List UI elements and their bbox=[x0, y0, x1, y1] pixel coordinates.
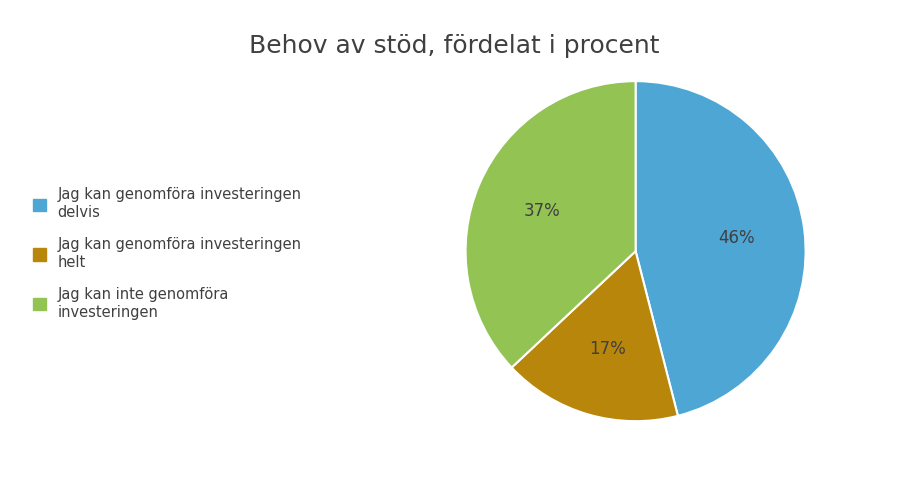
Text: 17%: 17% bbox=[588, 340, 626, 358]
Wedge shape bbox=[512, 251, 678, 421]
Legend: Jag kan genomföra investeringen
delvis, Jag kan genomföra investeringen
helt, Ja: Jag kan genomföra investeringen delvis, … bbox=[25, 180, 309, 327]
Text: 46%: 46% bbox=[718, 229, 755, 247]
Text: Behov av stöd, fördelat i procent: Behov av stöd, fördelat i procent bbox=[249, 34, 659, 58]
Wedge shape bbox=[636, 81, 805, 416]
Wedge shape bbox=[466, 81, 636, 368]
Text: 37%: 37% bbox=[524, 201, 560, 220]
